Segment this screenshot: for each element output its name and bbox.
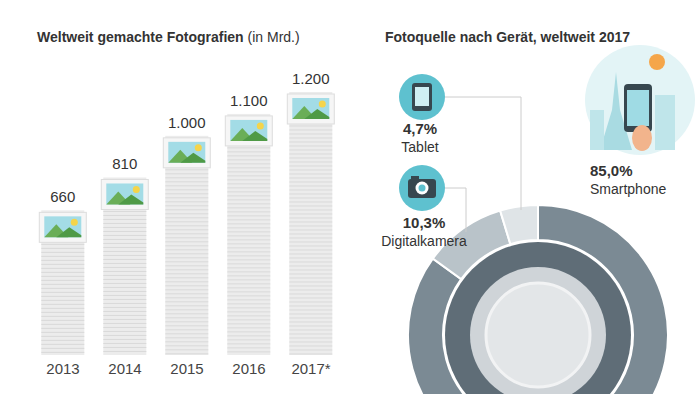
html-text:Fotoquelle nach Gerät, weltwei: Fotoquelle nach Gerät, weltweit 2017 (385, 29, 631, 45)
svg-text:2017*: 2017* (291, 360, 330, 377)
svg-text:Tablet: Tablet (401, 139, 438, 155)
svg-text:1.100: 1.100 (230, 92, 268, 109)
svg-text:Smartphone: Smartphone (590, 181, 666, 197)
svg-text:10,3%: 10,3% (403, 214, 446, 231)
svg-text:85,0%: 85,0% (590, 162, 633, 179)
html-text:Weltweit gemachte Fotografien: Weltweit gemachte Fotografien (in Mrd.) (37, 29, 300, 45)
svg-text:660: 660 (50, 188, 75, 205)
svg-text:2014: 2014 (108, 360, 141, 377)
svg-text:2016: 2016 (232, 360, 265, 377)
svg-text:1.000: 1.000 (168, 114, 206, 131)
svg-text:4,7%: 4,7% (403, 120, 437, 137)
svg-text:Digitalkamera: Digitalkamera (381, 233, 467, 249)
svg-text:2015: 2015 (170, 360, 203, 377)
svg-text:2013: 2013 (46, 360, 79, 377)
svg-text:1.200: 1.200 (292, 70, 330, 87)
svg-text:810: 810 (112, 155, 137, 172)
